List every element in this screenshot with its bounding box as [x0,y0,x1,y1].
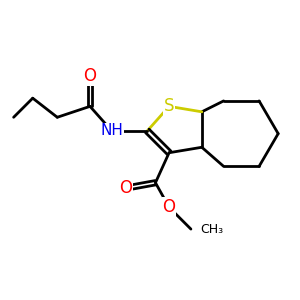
Text: CH₃: CH₃ [200,223,224,236]
Text: O: O [83,68,97,85]
Text: S: S [164,98,174,116]
Text: O: O [119,179,132,197]
Text: NH: NH [100,123,123,138]
Text: O: O [163,198,176,216]
